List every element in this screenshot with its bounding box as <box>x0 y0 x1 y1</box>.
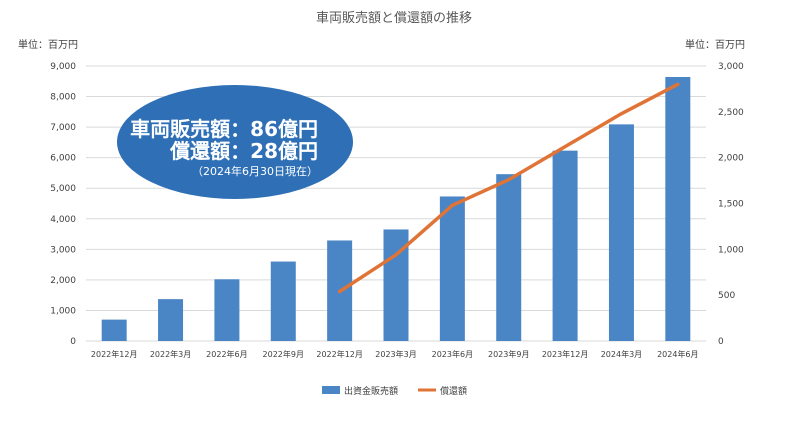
bar <box>608 124 634 341</box>
left-tick-label: 7,000 <box>50 123 76 133</box>
right-axis: 0 500 1,000 1,500 2,000 2,500 3,000 <box>718 62 744 347</box>
x-tick-label: 2023年6月 <box>432 349 473 359</box>
legend: 出資金販売額 償還額 <box>322 385 467 397</box>
x-tick-label: 2023年3月 <box>375 349 416 359</box>
x-tick-label: 2022年3月 <box>150 349 191 359</box>
left-axis-unit-label: 単位：百万円 <box>18 38 78 51</box>
left-tick-label: 9,000 <box>50 62 76 72</box>
left-tick-label: 2,000 <box>50 276 76 286</box>
legend-swatch-bar <box>322 386 340 394</box>
legend-label-line: 償還額 <box>440 385 467 397</box>
line-path <box>337 82 680 294</box>
left-axis: 0 1,000 2,000 3,000 4,000 5,000 6,000 7,000 8,00… <box>50 62 76 347</box>
x-tick-label: 2022年12月 <box>91 349 138 359</box>
x-tick-label: 2022年12月 <box>316 349 363 359</box>
right-tick-label: 500 <box>718 291 735 301</box>
annotation-line-3: （2024年6月30日現在） <box>192 164 318 178</box>
left-tick-label: 8,000 <box>50 93 76 103</box>
x-tick-label: 2024年3月 <box>601 349 642 359</box>
annotation-ellipse <box>117 85 353 199</box>
left-tick-label: 6,000 <box>50 154 76 164</box>
bar <box>496 174 522 341</box>
bar <box>270 261 296 341</box>
x-tick-label: 2024年6月 <box>657 349 698 359</box>
left-tick-label: 3,000 <box>50 245 76 255</box>
legend-label-bar: 出資金販売額 <box>344 385 398 397</box>
annotation-bubble: 車両販売額：86億円 償還額：28億円 （2024年6月30日現在） <box>117 85 353 199</box>
left-tick-label: 4,000 <box>50 215 76 225</box>
bar-series <box>101 77 691 341</box>
x-tick-label: 2022年6月 <box>206 349 247 359</box>
left-tick-label: 5,000 <box>50 184 76 194</box>
chart-title: 車両販売額と償還額の推移 <box>316 10 472 26</box>
right-tick-label: 0 <box>718 337 724 347</box>
x-axis: 2022年12月 2022年3月 2022年6月 2022年9月 2022年12月 202… <box>91 349 699 359</box>
bar <box>552 150 578 341</box>
right-tick-label: 1,000 <box>718 245 744 255</box>
bar <box>439 196 465 341</box>
annotation-line-2: 償還額：28億円 <box>169 139 318 163</box>
x-tick-label: 2022年9月 <box>263 349 304 359</box>
line-series <box>337 82 680 294</box>
right-tick-label: 1,500 <box>718 200 744 210</box>
bar <box>214 279 240 341</box>
right-tick-label: 2,500 <box>718 108 744 118</box>
right-axis-unit-label: 単位：百万円 <box>685 38 745 51</box>
left-tick-label: 0 <box>70 337 76 347</box>
right-tick-label: 3,000 <box>718 62 744 72</box>
bar <box>158 299 184 341</box>
x-tick-label: 2023年12月 <box>542 349 589 359</box>
bar <box>101 319 127 341</box>
x-tick-label: 2023年9月 <box>488 349 529 359</box>
right-tick-label: 2,000 <box>718 154 744 164</box>
left-tick-label: 1,000 <box>50 306 76 316</box>
bar <box>665 77 691 341</box>
annotation-line-1: 車両販売額：86億円 <box>130 117 318 141</box>
